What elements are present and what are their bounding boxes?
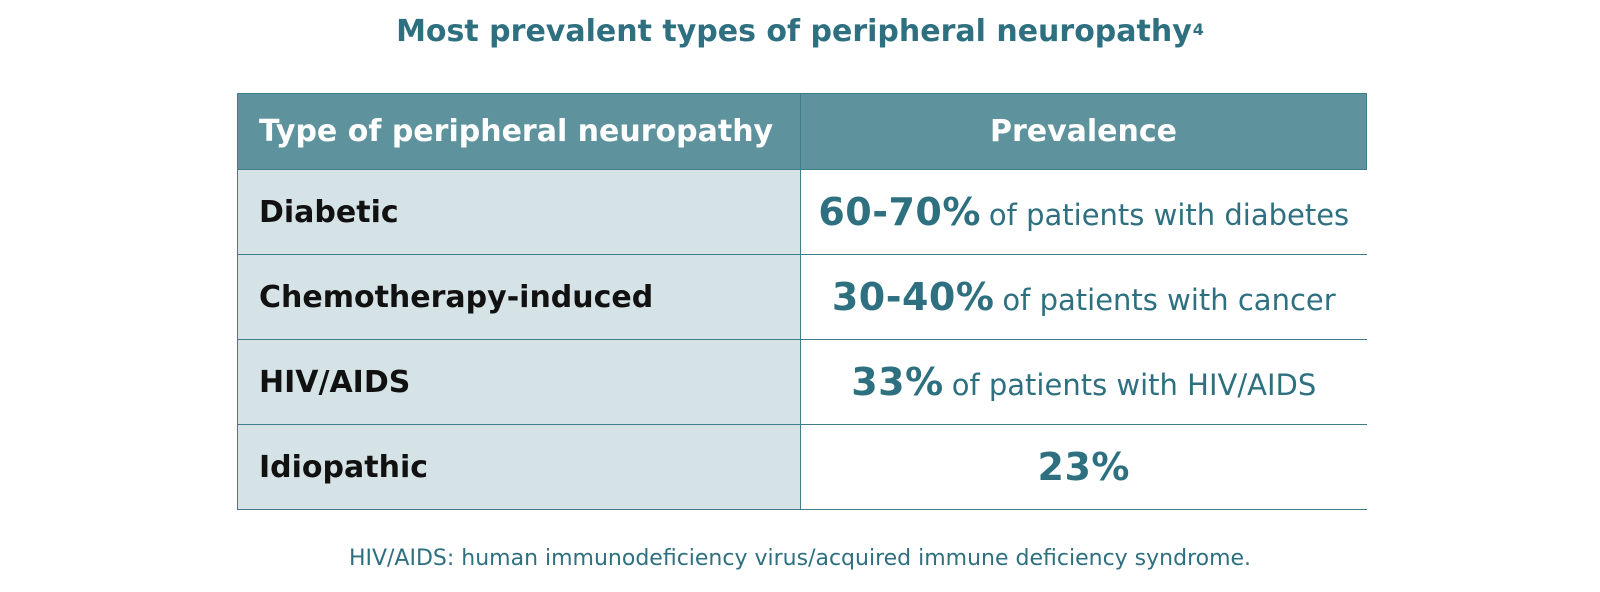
prevalence-percent: 30-40% [831,275,995,319]
prevalence-description: of patients with cancer [1002,283,1336,317]
prevalence-percent: 33% [851,360,944,404]
type-cell: Chemotherapy-induced [237,254,801,340]
prevalence-cell: 33% of patients with HIV/AIDS [800,339,1367,425]
title-text: Most prevalent types of peripheral neuro… [396,14,1192,49]
column-header-type: Type of peripheral neuropathy [237,93,801,170]
type-cell: HIV/AIDS [237,339,801,425]
type-cell: Idiopathic [237,424,801,510]
prevalence-description: of patients with diabetes [988,198,1350,232]
table-header-row: Type of peripheral neuropathy Prevalence [237,93,1367,170]
table-row-hiv-aids: HIV/AIDS 33% of patients with HIV/AIDS [237,339,1367,425]
column-header-prevalence: Prevalence [800,93,1367,170]
prevalence-percent: 60-70% [818,190,981,234]
table-title: Most prevalent types of peripheral neuro… [0,10,1600,54]
table-row-idiopathic: Idiopathic 23% [237,424,1367,510]
table-row-chemotherapy: Chemotherapy-induced 30-40% of patients w… [237,254,1367,340]
prevalence-cell: 30-40% of patients with cancer [800,254,1367,340]
prevalence-cell: 23% [800,424,1367,510]
prevalence-description: of patients with HIV/AIDS [951,368,1317,402]
footnote: HIV/AIDS: human immunodeficiency virus/a… [348,546,1252,571]
prevalence-table: Type of peripheral neuropathy Prevalence… [237,93,1367,510]
prevalence-cell: 60-70% of patients with diabetes [800,169,1367,255]
type-cell: Diabetic [237,169,801,255]
title-reference-superscript: 4 [1192,20,1204,39]
table-row-diabetic: Diabetic 60-70% of patients with diabetes [237,169,1367,255]
prevalence-percent: 23% [1037,445,1130,489]
